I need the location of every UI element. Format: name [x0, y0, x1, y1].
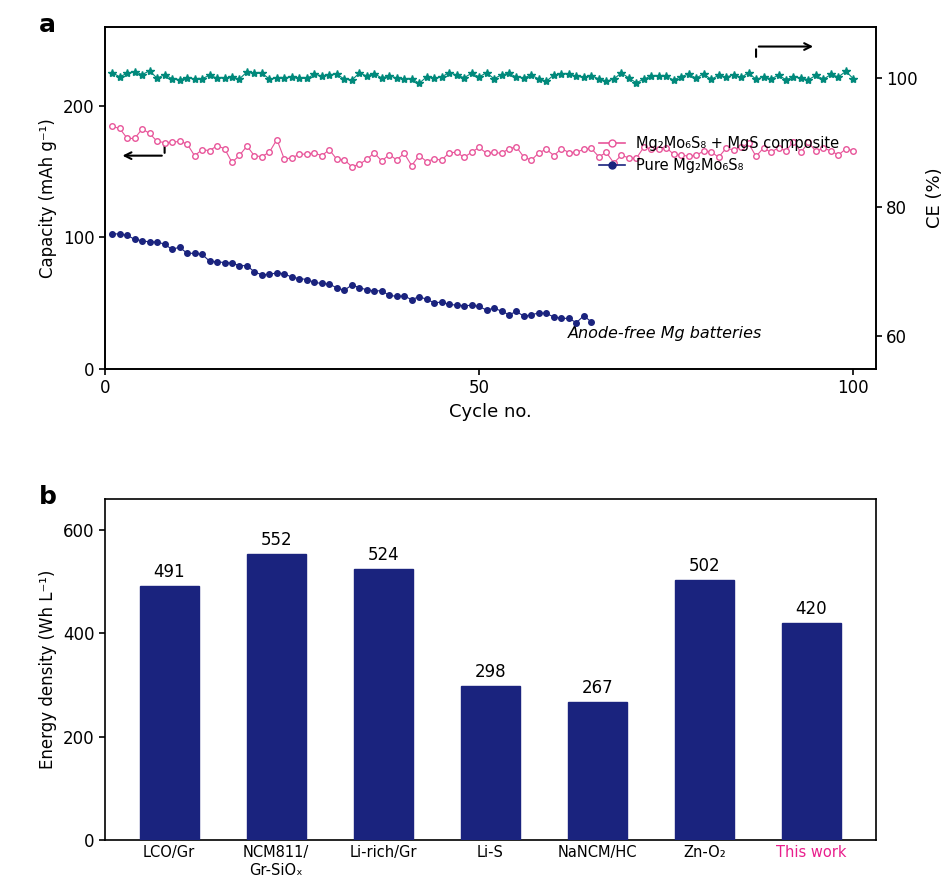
Bar: [782, 623, 841, 840]
Y-axis label: CE (%): CE (%): [926, 167, 944, 228]
Text: a: a: [39, 13, 56, 38]
Bar: [247, 554, 306, 840]
Text: 502: 502: [688, 557, 720, 575]
Y-axis label: Capacity (mAh g⁻¹): Capacity (mAh g⁻¹): [39, 118, 57, 278]
Text: 491: 491: [153, 563, 185, 581]
Bar: [461, 686, 520, 840]
Bar: [354, 569, 412, 840]
Text: 420: 420: [796, 600, 827, 618]
Text: 267: 267: [582, 679, 613, 697]
Y-axis label: Energy density (Wh L⁻¹): Energy density (Wh L⁻¹): [39, 569, 57, 769]
Text: 552: 552: [261, 531, 292, 549]
Bar: [140, 586, 199, 840]
Bar: [568, 702, 626, 840]
Legend: Mg₂Mo₆S₈ + MgS composite, Pure Mg₂Mo₆S₈: Mg₂Mo₆S₈ + MgS composite, Pure Mg₂Mo₆S₈: [593, 130, 845, 179]
Text: 298: 298: [474, 662, 506, 681]
Bar: [675, 580, 734, 840]
Text: Anode-free Mg batteries: Anode-free Mg batteries: [567, 326, 762, 342]
X-axis label: Cycle no.: Cycle no.: [449, 402, 531, 420]
Text: b: b: [39, 485, 57, 509]
Text: 524: 524: [367, 546, 399, 564]
